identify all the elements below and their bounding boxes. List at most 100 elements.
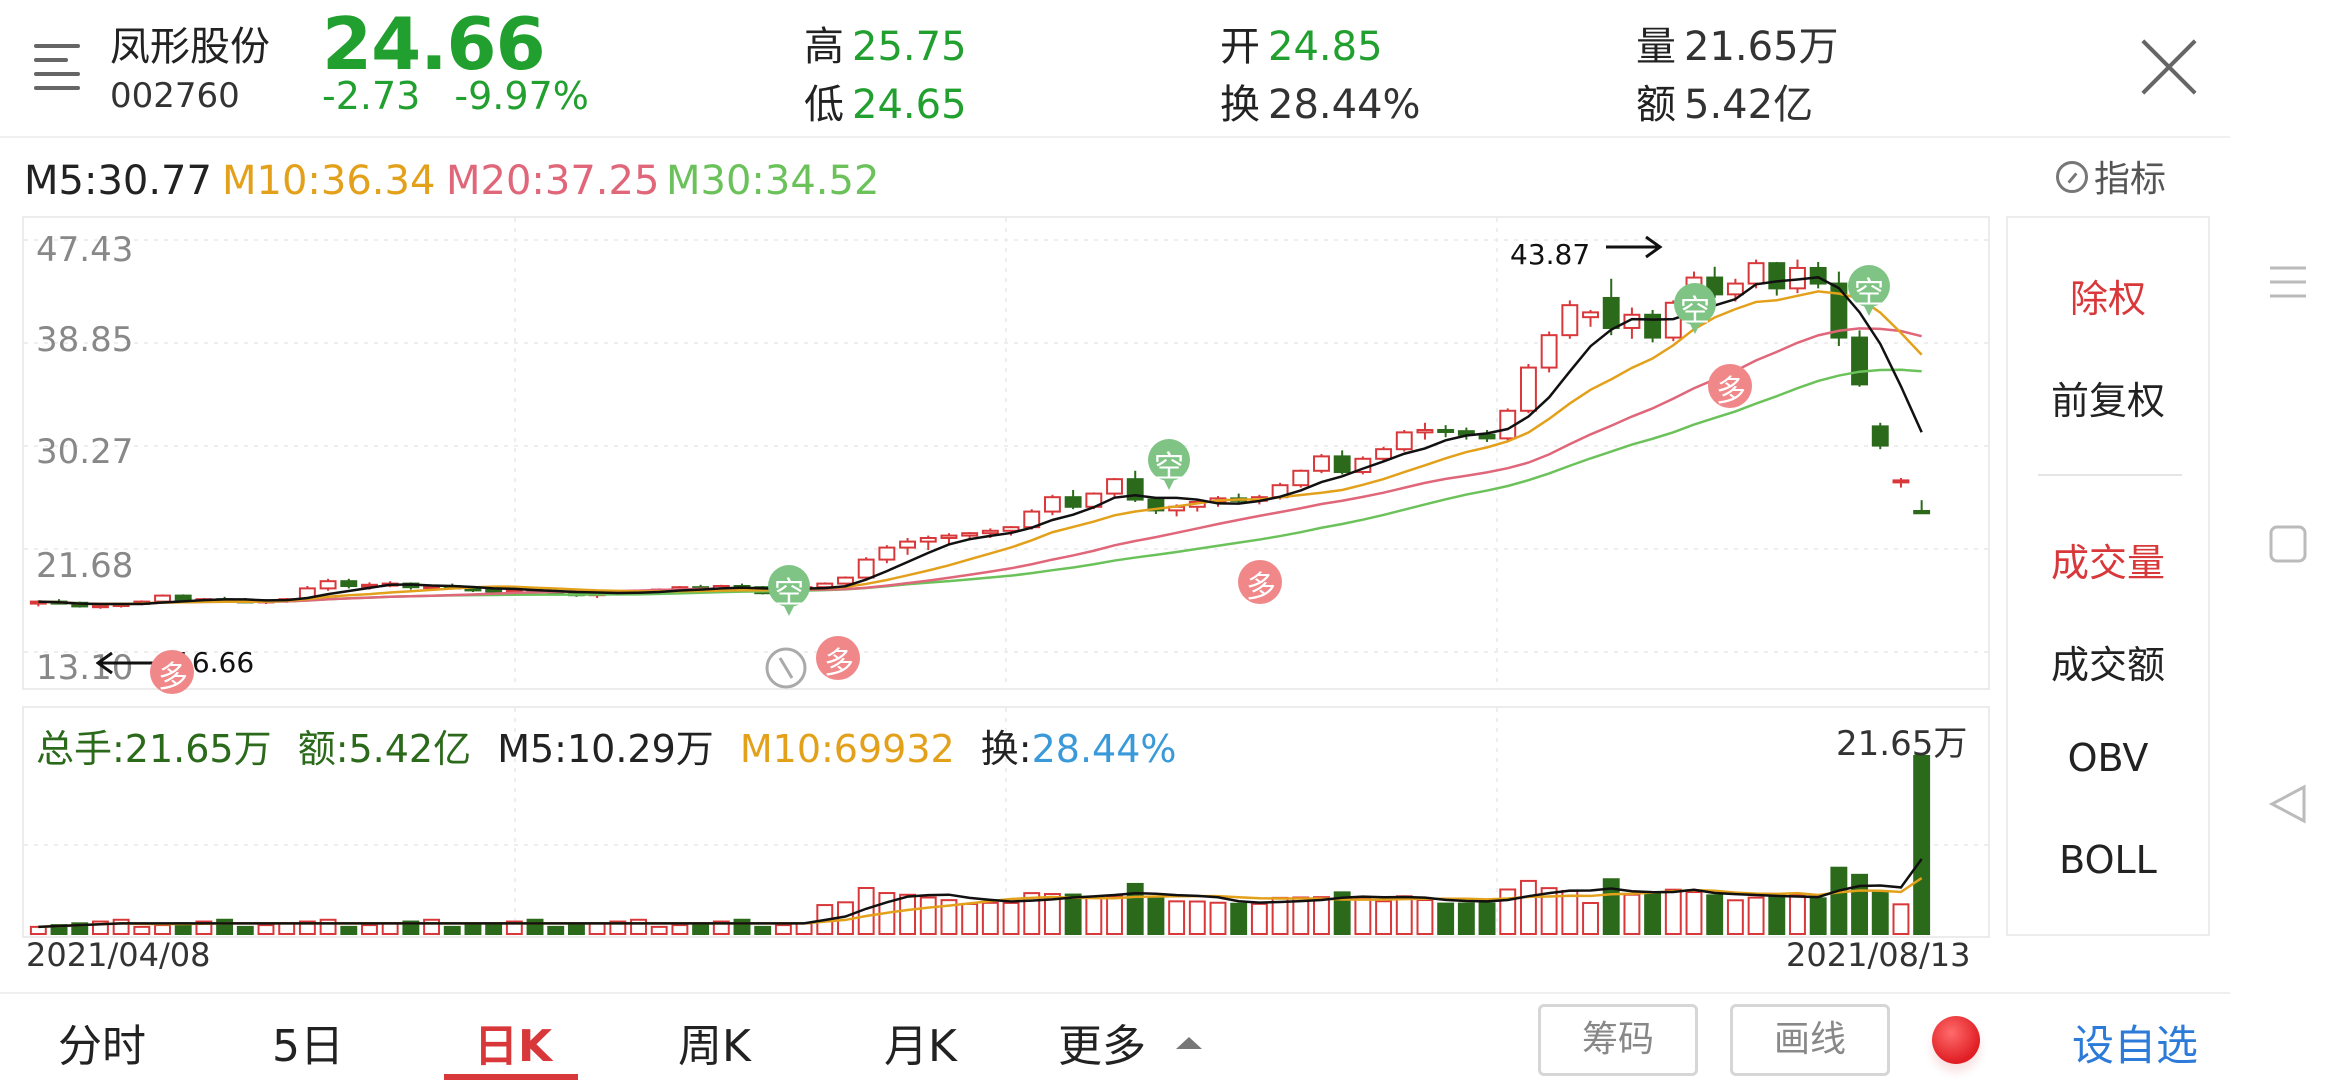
tab-weekly-k[interactable]: 周K (678, 1021, 751, 1072)
candle-body (1313, 455, 1330, 472)
tab-monthly-k[interactable]: 月K (884, 1021, 957, 1072)
indicator-button[interactable]: 指标 (2056, 150, 2166, 202)
volume-bar (1913, 755, 1931, 935)
volume-bar (1395, 895, 1413, 936)
volume-bar (1106, 895, 1123, 936)
volume-bar (1789, 893, 1806, 935)
quote-open: 开 24.85 (1220, 14, 1383, 72)
ma10-legend: M10:36.34 (222, 158, 436, 204)
home-icon[interactable] (2268, 524, 2308, 568)
back-icon[interactable] (2268, 784, 2308, 828)
volume-bar (567, 924, 585, 936)
volume-bar (340, 925, 358, 936)
last-price: 24.66 (322, 2, 546, 86)
volume-bar (1519, 879, 1537, 935)
candle-body (1892, 479, 1910, 484)
price-change: -2.73 -9.97% (322, 74, 589, 118)
stock-name: 凤形股份 (110, 24, 270, 70)
candle-body (1582, 311, 1599, 319)
volume-value: 21.65万 (1684, 24, 1839, 70)
ma20-legend: M20:37.25 (446, 158, 660, 204)
candle-body (1747, 262, 1765, 285)
candle-body (154, 594, 171, 603)
volume-bar (1685, 891, 1703, 935)
volume-bar (236, 925, 254, 936)
volume-bar (692, 922, 710, 936)
candle-body (1375, 448, 1393, 460)
volume-bar (899, 893, 917, 935)
candle-body (1871, 425, 1889, 447)
low-label: 低 (804, 82, 844, 128)
candle-body (878, 546, 896, 561)
candle-body (857, 558, 875, 579)
candle-body (1395, 431, 1413, 451)
quote-low: 低 24.65 (804, 72, 967, 130)
change-value: -2.73 (322, 74, 421, 118)
gauge-icon (2056, 161, 2088, 193)
close-icon[interactable] (2138, 36, 2200, 98)
candle-body (91, 604, 109, 609)
bottom-divider (0, 992, 2230, 994)
side-item-obv[interactable]: OBV (2067, 736, 2149, 780)
candle-body (1292, 469, 1310, 487)
volume-bar (278, 922, 296, 936)
side-item-boll[interactable]: BOLL (2059, 838, 2157, 882)
long-signal-badge: 多 (814, 634, 862, 686)
tab-5day[interactable]: 5日 (272, 1021, 344, 1072)
add-watchlist-button[interactable]: 设自选 (2072, 1021, 2199, 1070)
ma30-line (38, 368, 1922, 606)
volume-bar (630, 918, 647, 935)
long-signal-badge: 多 (1236, 558, 1284, 610)
record-dot-icon[interactable] (1932, 1016, 1980, 1064)
short-signal-badge: 空 (1846, 264, 1892, 322)
zoom-icon[interactable] (764, 646, 808, 694)
volume-bar (526, 918, 544, 935)
ma10-line (38, 290, 1923, 606)
draw-line-button[interactable]: 画线 (1730, 1004, 1890, 1076)
ma5-legend: M5:30.77 (24, 158, 212, 204)
long-signal-badge: 多 (1706, 362, 1754, 414)
quote-amount: 额 5.42亿 (1636, 72, 1813, 130)
header-divider (0, 136, 2230, 138)
side-item-amount[interactable]: 成交额 (2050, 643, 2165, 687)
quote-volume: 量 21.65万 (1636, 14, 1839, 72)
recent-apps-icon[interactable] (2268, 262, 2308, 306)
candle-body (1644, 313, 1662, 339)
volume-legend: 总手:21.65万 额:5.42亿 M5:10.29万 M10:69932 换:… (36, 718, 1177, 773)
candle-body (174, 594, 192, 602)
candle-body (1437, 428, 1455, 433)
candle-body (940, 534, 958, 539)
volume-bar (1375, 900, 1393, 935)
tab-more-label: 更多 (1058, 1021, 1146, 1072)
tab-daily-k[interactable]: 日K (474, 1021, 553, 1072)
tab-intraday[interactable]: 分时 (58, 1021, 146, 1072)
price-axis-label: 30.27 (36, 432, 134, 472)
side-item-ex-rights[interactable]: 除权 (2069, 277, 2146, 321)
volume-amount: 额:5.42亿 (297, 727, 472, 771)
volume-bar (1561, 889, 1579, 935)
volume-bar (71, 922, 89, 936)
kline-panel[interactable] (22, 216, 1990, 690)
chips-button[interactable]: 筹码 (1538, 1004, 1698, 1076)
volume-panel[interactable] (22, 706, 1990, 938)
side-item-forward-adjusted[interactable]: 前复权 (2050, 379, 2165, 423)
menu-icon[interactable] (34, 44, 84, 90)
volume-bar (547, 925, 565, 936)
volume-ma5-line (38, 858, 1923, 929)
candle-body (1333, 455, 1351, 473)
candle-body (1768, 262, 1786, 290)
candle-body (319, 580, 337, 590)
tab-more[interactable]: 更多 (1058, 1010, 1204, 1074)
indicator-side-menu: 除权 前复权 成交量 成交额 OBV BOLL (2006, 216, 2210, 936)
volume-bar (1747, 896, 1765, 935)
quote-high: 高 25.75 (804, 14, 967, 72)
volume-bar (1333, 891, 1351, 935)
side-item-volume[interactable]: 成交量 (2050, 541, 2165, 585)
volume-turnover-value: 28.44% (1031, 727, 1177, 771)
volume-bar (1292, 896, 1310, 935)
price-axis-label: 47.43 (36, 230, 134, 270)
low-value: 24.65 (852, 82, 967, 128)
high-mark-arrow (1606, 235, 1663, 259)
candle-body (1043, 496, 1061, 513)
volume-bar (133, 925, 151, 936)
